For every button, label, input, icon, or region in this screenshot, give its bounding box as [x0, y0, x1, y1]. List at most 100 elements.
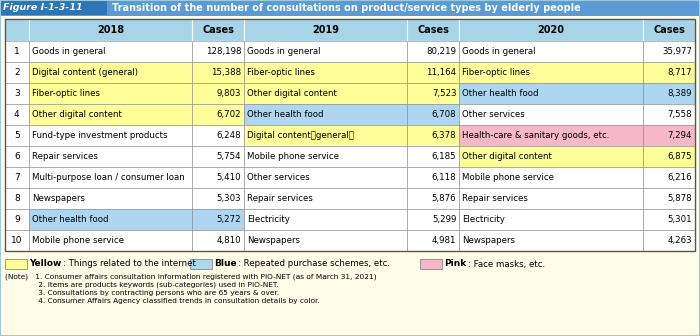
- Text: Multi-purpose loan / consumer loan: Multi-purpose loan / consumer loan: [32, 173, 184, 182]
- Bar: [5, 209, 29, 230]
- Bar: [192, 230, 244, 251]
- Bar: [244, 230, 407, 251]
- Text: 7,523: 7,523: [432, 89, 456, 98]
- Text: Mobile phone service: Mobile phone service: [247, 152, 339, 161]
- Text: Fiber-optic lines: Fiber-optic lines: [32, 89, 99, 98]
- Text: 10: 10: [11, 236, 22, 245]
- Text: 7,558: 7,558: [667, 110, 692, 119]
- Text: 6,875: 6,875: [667, 152, 692, 161]
- Text: 5,301: 5,301: [667, 215, 692, 224]
- Text: Other health food: Other health food: [32, 215, 108, 224]
- Text: Newspapers: Newspapers: [247, 236, 300, 245]
- Text: 9,803: 9,803: [216, 89, 241, 98]
- Bar: [420, 259, 442, 269]
- Text: 6: 6: [14, 152, 20, 161]
- Text: Goods in general: Goods in general: [247, 47, 321, 56]
- Text: Mobile phone service: Mobile phone service: [32, 236, 124, 245]
- Bar: [459, 41, 643, 62]
- Bar: [643, 41, 695, 62]
- Text: 80,219: 80,219: [426, 47, 456, 56]
- Bar: [407, 167, 459, 188]
- Bar: [407, 19, 459, 41]
- Bar: [407, 62, 459, 83]
- Bar: [192, 209, 244, 230]
- Text: Repair services: Repair services: [463, 194, 528, 203]
- Bar: [29, 167, 192, 188]
- Text: Cases: Cases: [653, 25, 685, 35]
- Bar: [459, 19, 643, 41]
- Bar: [192, 62, 244, 83]
- Bar: [459, 188, 643, 209]
- Bar: [643, 230, 695, 251]
- Bar: [5, 259, 27, 269]
- Text: 35,977: 35,977: [662, 47, 692, 56]
- Bar: [459, 125, 643, 146]
- Bar: [244, 188, 407, 209]
- Text: 1: 1: [14, 47, 20, 56]
- Text: Other services: Other services: [463, 110, 525, 119]
- Bar: [29, 41, 192, 62]
- Text: 5,410: 5,410: [216, 173, 241, 182]
- Text: Fiber-optic lines: Fiber-optic lines: [463, 68, 531, 77]
- Text: Other digital content: Other digital content: [32, 110, 122, 119]
- Text: Other health food: Other health food: [247, 110, 323, 119]
- Bar: [29, 62, 192, 83]
- Bar: [459, 167, 643, 188]
- Text: 6,185: 6,185: [432, 152, 456, 161]
- Bar: [244, 62, 407, 83]
- Bar: [5, 41, 29, 62]
- Text: Digital content (general): Digital content (general): [32, 68, 138, 77]
- Text: 5,272: 5,272: [216, 215, 241, 224]
- Bar: [244, 41, 407, 62]
- Text: Cases: Cases: [202, 25, 234, 35]
- Bar: [5, 19, 29, 41]
- Text: Blue: Blue: [214, 259, 237, 268]
- Bar: [5, 167, 29, 188]
- Bar: [192, 167, 244, 188]
- Text: Repair services: Repair services: [247, 194, 313, 203]
- Text: 5: 5: [14, 131, 20, 140]
- Bar: [5, 62, 29, 83]
- Text: 6,378: 6,378: [432, 131, 456, 140]
- Bar: [5, 125, 29, 146]
- Bar: [5, 188, 29, 209]
- Bar: [407, 188, 459, 209]
- Text: 5,878: 5,878: [667, 194, 692, 203]
- Text: Newspapers: Newspapers: [463, 236, 515, 245]
- Text: Goods in general: Goods in general: [463, 47, 536, 56]
- Bar: [643, 146, 695, 167]
- Bar: [407, 83, 459, 104]
- Text: Electricity: Electricity: [247, 215, 290, 224]
- Text: 4: 4: [14, 110, 20, 119]
- Text: Newspapers: Newspapers: [32, 194, 85, 203]
- Text: 9: 9: [14, 215, 20, 224]
- Bar: [244, 125, 407, 146]
- Text: 11,164: 11,164: [426, 68, 456, 77]
- Bar: [459, 146, 643, 167]
- Bar: [29, 230, 192, 251]
- Bar: [192, 41, 244, 62]
- Text: 8,389: 8,389: [668, 89, 692, 98]
- Text: 2. Items are products keywords (sub-categories) used in PIO-NET.: 2. Items are products keywords (sub-cate…: [5, 282, 279, 289]
- Text: 6,702: 6,702: [216, 110, 241, 119]
- Bar: [643, 104, 695, 125]
- Text: Other digital content: Other digital content: [247, 89, 337, 98]
- Bar: [1, 1, 107, 15]
- Text: 128,198: 128,198: [206, 47, 241, 56]
- Bar: [244, 209, 407, 230]
- Text: Mobile phone service: Mobile phone service: [463, 173, 554, 182]
- Bar: [192, 188, 244, 209]
- Bar: [407, 41, 459, 62]
- Text: 6,708: 6,708: [432, 110, 456, 119]
- Text: 2018: 2018: [97, 25, 124, 35]
- Bar: [192, 125, 244, 146]
- Text: 2019: 2019: [312, 25, 340, 35]
- Text: 4,981: 4,981: [432, 236, 456, 245]
- Bar: [459, 209, 643, 230]
- Text: (Note)   1. Consumer affairs consultation information registered with PIO-NET (a: (Note) 1. Consumer affairs consultation …: [5, 274, 377, 281]
- Bar: [643, 62, 695, 83]
- Bar: [29, 19, 192, 41]
- Bar: [407, 125, 459, 146]
- Bar: [29, 125, 192, 146]
- Bar: [459, 104, 643, 125]
